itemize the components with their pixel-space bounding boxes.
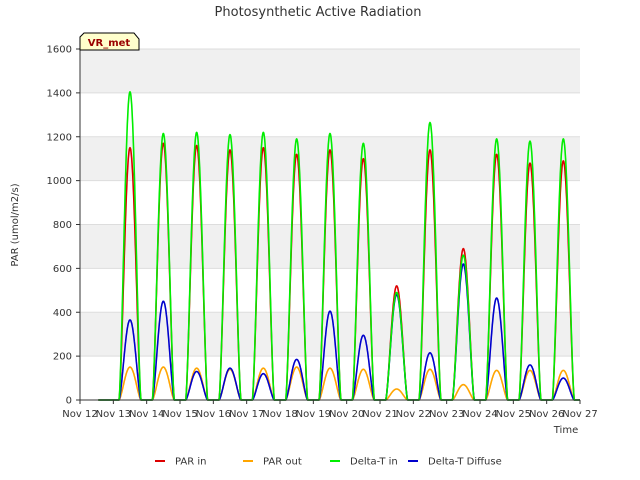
plot-band [80, 49, 580, 93]
x-tick-label: Nov 17 [229, 409, 264, 420]
x-tick-label: Nov 23 [429, 409, 464, 420]
legend-label: PAR out [263, 457, 302, 468]
y-axis-label: PAR (umol/m2/s) [10, 183, 21, 266]
legend: PAR in PAR out Delta-T in Delta-T Diffuse [155, 457, 502, 468]
station-badge-label: VR_met [88, 38, 131, 49]
legend-item: PAR in [155, 457, 206, 468]
x-tick-label: Nov 26 [529, 409, 564, 420]
station-badge: VR_met [79, 32, 140, 51]
plot-band [80, 136, 580, 181]
x-tick-label: Nov 20 [329, 409, 364, 420]
x-tick-label: Nov 21 [362, 409, 397, 420]
y-tick-label: 600 [53, 264, 72, 275]
x-tick-label: Nov 14 [129, 409, 164, 420]
x-tick-label: Nov 25 [496, 409, 531, 420]
x-tick-label: Nov 22 [396, 409, 431, 420]
y-tick-label: 400 [53, 308, 72, 319]
x-tick-label: Nov 13 [96, 409, 131, 420]
legend-label: PAR in [175, 457, 206, 468]
legend-item: Delta-T Diffuse [408, 457, 502, 468]
y-tick-label: 1200 [47, 132, 72, 143]
x-tick-label: Nov 24 [462, 409, 497, 420]
x-tick-label: Nov 15 [162, 409, 197, 420]
x-tick-label: Nov 16 [196, 409, 231, 420]
y-tick-label: 1000 [47, 176, 72, 187]
gridlines [80, 48, 580, 401]
x-axis-label: Time [553, 425, 578, 436]
y-tick-label: 1600 [47, 45, 72, 56]
chart-title: Photosynthetic Active Radiation [215, 5, 422, 20]
y-tick-label: 0 [66, 396, 72, 407]
legend-item: PAR out [243, 457, 302, 468]
station-badge-box [79, 32, 140, 51]
legend-item: Delta-T in [330, 457, 398, 468]
plot-band [80, 224, 580, 269]
legend-label: Delta-T Diffuse [428, 457, 502, 468]
legend-label: Delta-T in [350, 457, 398, 468]
y-tick-label: 200 [53, 352, 72, 363]
y-tick-label: 800 [53, 220, 72, 231]
x-tick-label: Nov 27 [562, 409, 597, 420]
plot-band [80, 312, 580, 357]
y-tick-label: 1400 [47, 88, 72, 99]
x-tick-label: Nov 19 [296, 409, 331, 420]
x-tick-label: Nov 12 [62, 409, 97, 420]
x-tick-label: Nov 18 [262, 409, 297, 420]
